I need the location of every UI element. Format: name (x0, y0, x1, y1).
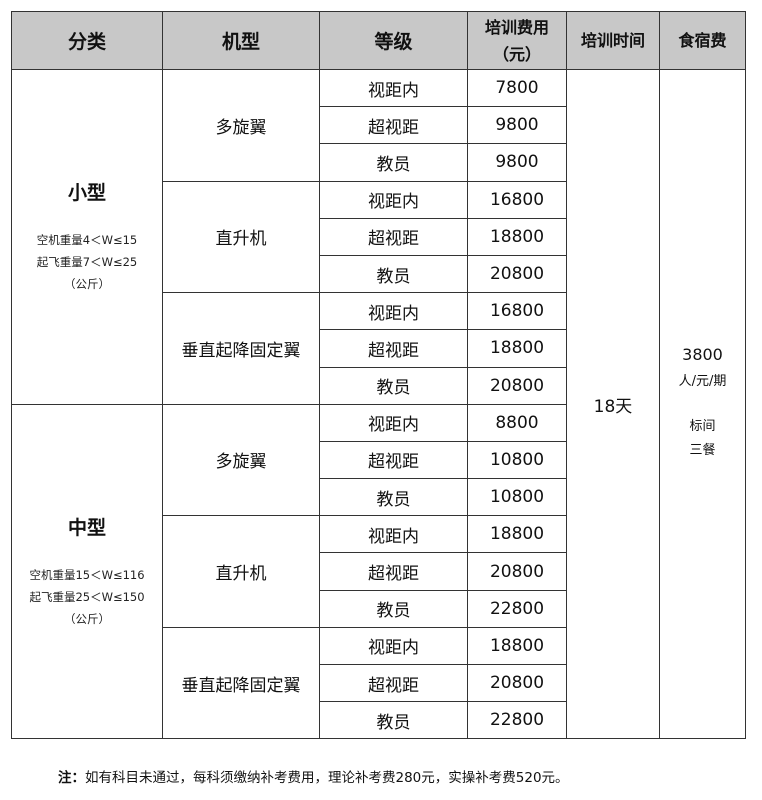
header-row: 分类 机型 等级 培训费用 （元） 培训时间 食宿费 (11, 11, 746, 70)
table-row: 超视距 20800 (12, 552, 746, 591)
note-text: 如有科目未通过，每科须缴纳补考费用，理论补考费280元，实操补考费520元。 (85, 770, 569, 786)
level-cell: 教员 (319, 701, 468, 740)
table-row: 教员 20800 (12, 254, 746, 294)
header-model: 机型 (162, 11, 320, 70)
table-row: 小型 空机重量4＜W≤15 起飞重量7＜W≤25 （公斤） 多旋翼 视距内 7800 18天 3… (11, 68, 746, 740)
table-row: 直升机 视距内 18800 (12, 515, 746, 628)
board-unit: 人/元/期 (678, 374, 727, 390)
category-cell: 小型空机重量4＜W≤15 起飞重量7＜W≤25 （公斤） (11, 69, 163, 405)
level-cell: 教员 (319, 589, 468, 628)
fee-cell: 10800 (467, 478, 567, 517)
table-row: 直升机 视距内 16800 (12, 180, 746, 294)
footnote: 注：如有科目未通过，每科须缴纳补考费用，理论补考费280元，实操补考费520元。 (58, 766, 569, 786)
table-row: 超视距 18800 (12, 329, 746, 368)
header-board: 食宿费 (659, 11, 746, 70)
fee-cell: 16800 (467, 292, 567, 331)
level-cell: 教员 (319, 254, 468, 294)
header-category: 分类 (11, 11, 163, 70)
level-cell: 教员 (319, 366, 468, 405)
category-weight-line: 空机重量15＜W≤116 (29, 568, 145, 583)
category-weight-line: （公斤） (64, 612, 110, 627)
table-row: 超视距 20800 (12, 663, 746, 703)
level-cell: 超视距 (319, 663, 468, 703)
table-row: 教员 10800 (12, 478, 746, 517)
fee-cell: 20800 (467, 366, 567, 405)
board-cell: 3800 人/元/期标间三餐 (659, 68, 746, 740)
model-cell: 多旋翼 (162, 403, 320, 517)
fee-cell: 18800 (467, 515, 567, 554)
table-row: 教员 20800 (12, 366, 746, 405)
level-cell: 教员 (319, 143, 468, 182)
fee-cell: 20800 (467, 254, 567, 294)
fee-cell: 9800 (467, 143, 567, 182)
level-cell: 超视距 (319, 329, 468, 368)
header-duration: 培训时间 (566, 11, 660, 70)
table-row: 超视距 9800 (12, 106, 746, 145)
table-row: 超视距 18800 (12, 217, 746, 256)
fee-cell: 20800 (467, 552, 567, 591)
model-cell: 多旋翼 (162, 69, 320, 182)
category-name: 中型 (67, 517, 106, 540)
fee-cell: 20800 (467, 663, 567, 703)
level-cell: 超视距 (319, 106, 468, 145)
header-level: 等级 (319, 11, 468, 70)
fee-cell: 7800 (467, 68, 567, 108)
model-cell: 直升机 (162, 515, 320, 628)
fee-cell: 22800 (467, 589, 567, 628)
model-cell: 垂直起降固定翼 (162, 292, 320, 405)
fee-cell: 18800 (467, 217, 567, 256)
category-weight-line: 起飞重量7＜W≤25 (36, 255, 138, 270)
table-row: 垂直起降固定翼 视距内 16800 (12, 292, 746, 405)
category-weight-line: （公斤） (64, 277, 110, 292)
fee-cell: 18800 (467, 626, 567, 666)
table-row: 教员 22800 (12, 701, 746, 740)
note-label: 注： (58, 770, 85, 786)
level-cell: 视距内 (319, 626, 468, 666)
level-cell: 视距内 (319, 403, 468, 442)
board-meals: 三餐 (689, 443, 716, 459)
table-row: 教员 9800 (12, 143, 746, 182)
board-room: 标间 (689, 419, 716, 435)
fee-cell: 8800 (467, 403, 567, 442)
level-cell: 超视距 (319, 440, 468, 480)
level-cell: 超视距 (319, 552, 468, 591)
fee-cell: 9800 (467, 106, 567, 145)
header-fee: 培训费用 （元） (467, 11, 567, 70)
fee-cell: 18800 (467, 329, 567, 368)
category-weight-line: 起飞重量25＜W≤150 (29, 590, 145, 605)
level-cell: 视距内 (319, 292, 468, 331)
level-cell: 超视距 (319, 217, 468, 256)
model-cell: 垂直起降固定翼 (162, 626, 320, 740)
board-details: 标间 三餐 (660, 415, 745, 463)
board-price: 3800 (682, 345, 723, 365)
price-table: 分类 机型 等级 培训费用 （元） 培训时间 食宿费 小型空机重量4＜W≤15 起飞重量7＜… (11, 11, 746, 740)
model-cell: 直升机 (162, 180, 320, 294)
level-cell: 视距内 (319, 68, 468, 108)
fee-cell: 22800 (467, 701, 567, 740)
level-cell: 教员 (319, 478, 468, 517)
table-row: 垂直起降固定翼 视距内 18800 (12, 626, 746, 740)
training-time-cell: 18天 (566, 68, 660, 740)
level-cell: 视距内 (319, 180, 468, 219)
table-row: 教员 22800 (12, 589, 746, 628)
level-cell: 视距内 (319, 515, 468, 554)
fee-cell: 16800 (467, 180, 567, 219)
category-cell: 中型空机重量15＜W≤116 起飞重量25＜W≤150 （公斤） (11, 403, 163, 740)
category-weight-line: 空机重量4＜W≤15 (36, 233, 138, 248)
category-name: 小型 (67, 182, 106, 205)
fee-cell: 10800 (467, 440, 567, 480)
